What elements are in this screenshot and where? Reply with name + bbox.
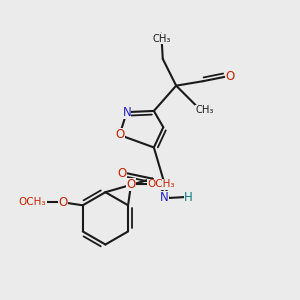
Text: H: H [184, 190, 193, 204]
Text: O: O [126, 178, 136, 191]
Text: O: O [225, 70, 235, 83]
Text: O: O [115, 128, 124, 142]
Text: O: O [58, 196, 67, 209]
Text: N: N [122, 106, 131, 118]
Text: CH₃: CH₃ [152, 34, 170, 44]
Text: O: O [118, 167, 127, 180]
Text: CH₃: CH₃ [196, 105, 214, 115]
Text: N: N [160, 191, 169, 205]
Text: OCH₃: OCH₃ [19, 197, 46, 207]
Text: OCH₃: OCH₃ [147, 179, 175, 190]
